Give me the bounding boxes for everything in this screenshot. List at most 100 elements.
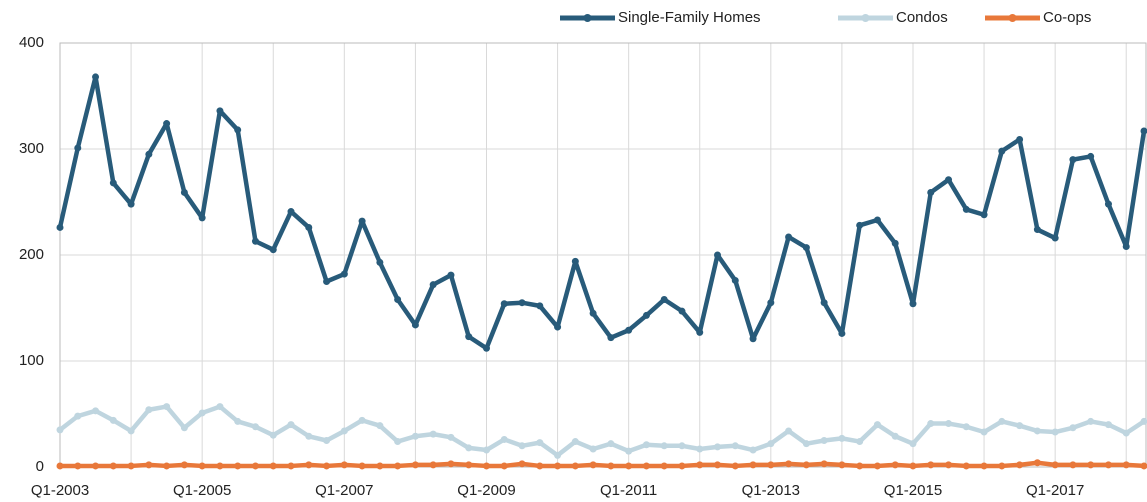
data-point	[198, 462, 206, 470]
data-point	[163, 120, 171, 128]
data-point	[731, 462, 739, 470]
data-point	[1016, 461, 1024, 469]
data-point	[163, 403, 171, 411]
data-point	[891, 461, 899, 469]
data-point	[731, 442, 739, 450]
data-point	[891, 239, 899, 247]
data-point	[785, 427, 793, 435]
data-point	[536, 439, 544, 447]
data-point	[1016, 422, 1024, 430]
data-point	[447, 460, 455, 468]
data-point	[287, 208, 295, 216]
data-point	[127, 427, 135, 435]
data-point	[678, 462, 686, 470]
data-point	[536, 462, 544, 470]
data-point	[1069, 461, 1077, 469]
data-point	[554, 323, 562, 331]
data-point	[269, 462, 277, 470]
data-point	[962, 205, 970, 213]
series-line	[57, 74, 1147, 351]
y-tick-label: 0	[36, 458, 44, 475]
data-point	[145, 406, 153, 414]
data-point	[411, 461, 419, 469]
data-point	[767, 440, 775, 448]
legend-label: Co-ops	[1043, 9, 1091, 26]
data-point	[1033, 226, 1041, 234]
data-point	[74, 462, 82, 470]
data-point	[163, 462, 171, 470]
data-point	[820, 437, 828, 444]
x-tick-label: Q1-2005	[173, 482, 231, 499]
data-point	[465, 461, 473, 469]
data-point	[998, 147, 1006, 155]
data-point	[802, 440, 810, 448]
legend-label: Single-Family Homes	[618, 9, 761, 26]
data-point	[838, 434, 846, 442]
data-point	[234, 417, 242, 425]
data-point	[927, 420, 935, 428]
data-point	[323, 437, 331, 444]
data-point	[323, 462, 331, 470]
data-point	[642, 441, 650, 449]
data-point	[980, 211, 988, 219]
data-point	[482, 462, 490, 470]
data-point	[376, 462, 384, 470]
data-point	[180, 424, 188, 432]
data-point	[696, 445, 704, 453]
data-point	[571, 438, 579, 446]
data-point	[56, 223, 64, 231]
data-point	[838, 329, 846, 337]
data-point	[607, 440, 615, 448]
data-point	[1051, 428, 1059, 436]
data-point	[340, 427, 348, 435]
data-point	[873, 216, 881, 224]
data-point	[447, 271, 455, 279]
data-point	[109, 416, 117, 424]
x-tick-label: Q1-2015	[884, 482, 942, 499]
data-point	[74, 412, 82, 420]
data-point	[678, 307, 686, 315]
data-point	[714, 443, 722, 451]
y-tick-label: 200	[19, 246, 44, 263]
data-point	[856, 438, 864, 446]
data-point	[909, 300, 917, 308]
data-point	[340, 270, 348, 278]
data-point	[660, 442, 668, 450]
data-point	[714, 251, 722, 259]
data-point	[749, 335, 757, 343]
data-point	[198, 409, 206, 417]
data-point	[376, 258, 384, 266]
data-point	[962, 423, 970, 431]
data-point	[92, 462, 100, 470]
x-tick-label: Q1-2011	[600, 482, 657, 499]
data-point	[1087, 417, 1095, 425]
x-tick-label: Q1-2017	[1026, 482, 1084, 499]
data-point	[1069, 424, 1077, 432]
data-point	[411, 432, 419, 440]
data-point	[625, 447, 633, 455]
legend-marker	[1008, 14, 1017, 22]
data-point	[358, 217, 366, 225]
data-point	[554, 451, 562, 459]
data-point	[340, 461, 348, 469]
data-point	[962, 462, 970, 470]
data-point	[287, 462, 295, 470]
data-point	[251, 237, 259, 245]
data-point	[145, 461, 153, 469]
data-point	[625, 462, 633, 470]
data-point	[1087, 461, 1095, 469]
data-point	[1140, 127, 1147, 135]
legend-label: Condos	[896, 9, 948, 26]
data-point	[358, 462, 366, 470]
data-point	[767, 299, 775, 307]
data-point	[465, 444, 473, 452]
data-point	[554, 462, 562, 470]
data-point	[678, 442, 686, 450]
data-point	[251, 462, 259, 470]
data-point	[429, 461, 437, 469]
data-point	[500, 435, 508, 443]
data-point	[749, 461, 757, 469]
data-point	[216, 462, 224, 470]
data-point	[305, 461, 313, 469]
